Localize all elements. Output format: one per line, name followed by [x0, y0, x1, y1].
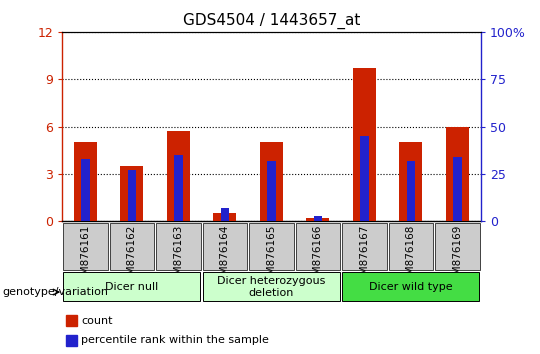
FancyBboxPatch shape: [110, 223, 154, 270]
Bar: [221, 208, 229, 221]
Bar: [120, 166, 144, 221]
Text: Dicer wild type: Dicer wild type: [369, 282, 453, 292]
Bar: [127, 170, 136, 221]
Text: GSM876163: GSM876163: [173, 224, 184, 288]
FancyBboxPatch shape: [202, 223, 247, 270]
FancyBboxPatch shape: [203, 273, 340, 301]
Text: percentile rank within the sample: percentile rank within the sample: [81, 335, 269, 346]
Text: GSM876168: GSM876168: [406, 224, 416, 288]
Bar: [260, 142, 283, 221]
Text: GSM876162: GSM876162: [127, 224, 137, 288]
Bar: [353, 68, 376, 221]
Bar: [66, 315, 77, 326]
Bar: [167, 131, 190, 221]
Text: GSM876164: GSM876164: [220, 224, 230, 288]
Bar: [360, 136, 368, 221]
Bar: [174, 155, 183, 221]
Text: Dicer heterozygous
deletion: Dicer heterozygous deletion: [217, 276, 326, 298]
Bar: [306, 218, 329, 221]
FancyBboxPatch shape: [342, 273, 479, 301]
Text: GSM876166: GSM876166: [313, 224, 323, 288]
FancyBboxPatch shape: [389, 223, 433, 270]
FancyBboxPatch shape: [249, 223, 294, 270]
Text: count: count: [81, 316, 112, 326]
Bar: [81, 159, 90, 221]
Bar: [66, 335, 77, 346]
Text: GSM876161: GSM876161: [80, 224, 90, 288]
FancyBboxPatch shape: [342, 223, 387, 270]
Bar: [399, 142, 422, 221]
FancyBboxPatch shape: [435, 223, 480, 270]
Bar: [407, 161, 415, 221]
FancyBboxPatch shape: [64, 273, 200, 301]
Bar: [314, 216, 322, 221]
Bar: [453, 157, 462, 221]
FancyBboxPatch shape: [295, 223, 340, 270]
Text: Dicer null: Dicer null: [105, 282, 158, 292]
FancyBboxPatch shape: [156, 223, 201, 270]
Bar: [446, 127, 469, 221]
Bar: [213, 213, 237, 221]
Bar: [74, 142, 97, 221]
Text: GSM876167: GSM876167: [359, 224, 369, 288]
Text: GSM876169: GSM876169: [453, 224, 462, 288]
Title: GDS4504 / 1443657_at: GDS4504 / 1443657_at: [183, 13, 360, 29]
Bar: [267, 161, 275, 221]
Text: GSM876165: GSM876165: [266, 224, 276, 288]
FancyBboxPatch shape: [63, 223, 107, 270]
Text: genotype/variation: genotype/variation: [3, 287, 109, 297]
